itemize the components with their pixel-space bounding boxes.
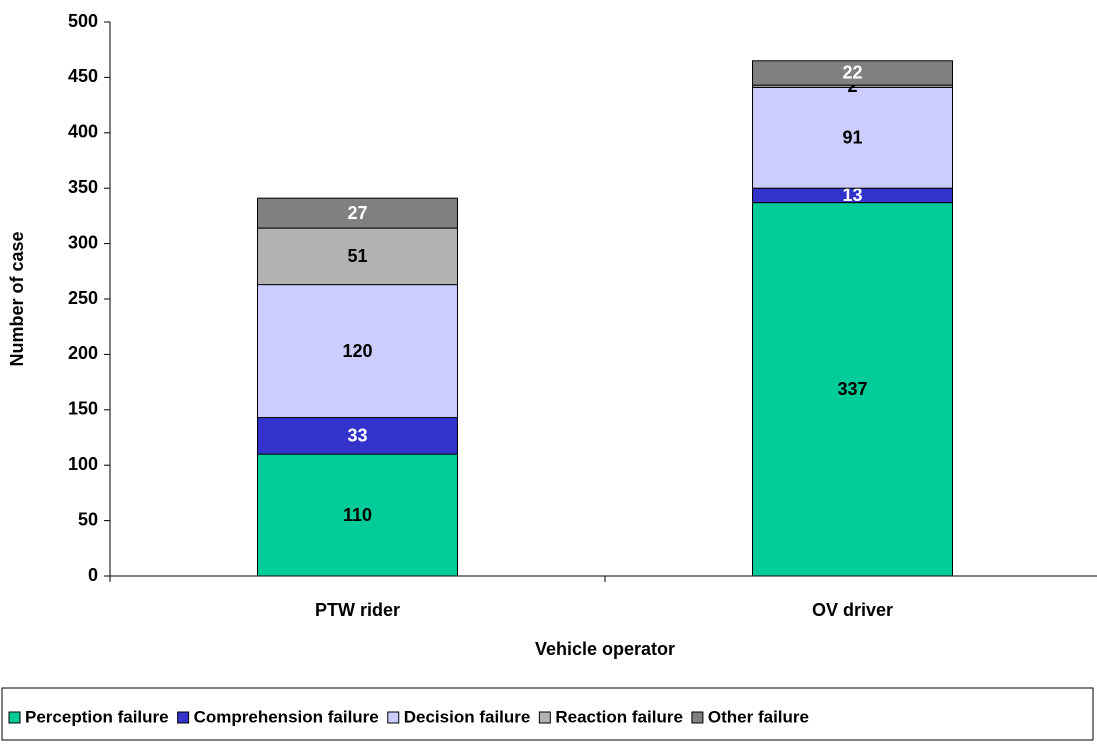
legend-swatch: [691, 711, 704, 724]
data-label: 33: [347, 426, 367, 446]
legend-label: Reaction failure: [555, 707, 683, 726]
bar-segment: [752, 60, 953, 86]
x-tick-label: PTW rider: [315, 600, 400, 620]
y-tick-label: 200: [68, 343, 98, 363]
legend-label: Comprehension failure: [194, 707, 379, 726]
legend-swatch: [177, 711, 190, 724]
y-tick-label: 150: [68, 399, 98, 419]
bar-segment: [752, 202, 953, 577]
x-axis-title: Vehicle operator: [535, 639, 675, 659]
y-tick-label: 400: [68, 122, 98, 142]
bar-segment: [257, 227, 458, 286]
y-tick-label: 300: [68, 232, 98, 252]
bar-segment: [257, 284, 458, 419]
bar-segment: [752, 86, 953, 189]
legend-label: Other failure: [708, 707, 809, 726]
data-label: 120: [342, 341, 372, 361]
y-axis-title: Number of case: [7, 231, 27, 366]
x-tick-label: OV driver: [812, 600, 893, 620]
bar-segment: [257, 453, 458, 577]
data-label: 22: [842, 63, 862, 83]
y-tick-label: 450: [68, 66, 98, 86]
data-label: 337: [837, 379, 867, 399]
legend-swatch: [538, 711, 551, 724]
y-tick-label: 250: [68, 288, 98, 308]
legend: Perception failure Comprehension failure D…: [8, 707, 809, 726]
data-label: 2: [847, 76, 857, 96]
bar-segment: [257, 197, 458, 229]
y-tick-label: 100: [68, 454, 98, 474]
data-label: 27: [347, 203, 367, 223]
legend-swatch: [8, 711, 21, 724]
y-tick-label: 350: [68, 177, 98, 197]
legend-label: Perception failure: [25, 707, 169, 726]
data-label: 91: [842, 128, 862, 148]
bar-segment: [257, 417, 458, 455]
data-label: 51: [347, 246, 367, 266]
data-label: 110: [343, 505, 372, 525]
legend-label: Decision failure: [404, 707, 531, 726]
y-tick-label: 50: [78, 509, 98, 529]
y-tick-label: 0: [88, 565, 98, 585]
data-label: 13: [842, 185, 862, 205]
y-tick-label: 500: [68, 11, 98, 31]
legend-swatch: [387, 711, 400, 724]
